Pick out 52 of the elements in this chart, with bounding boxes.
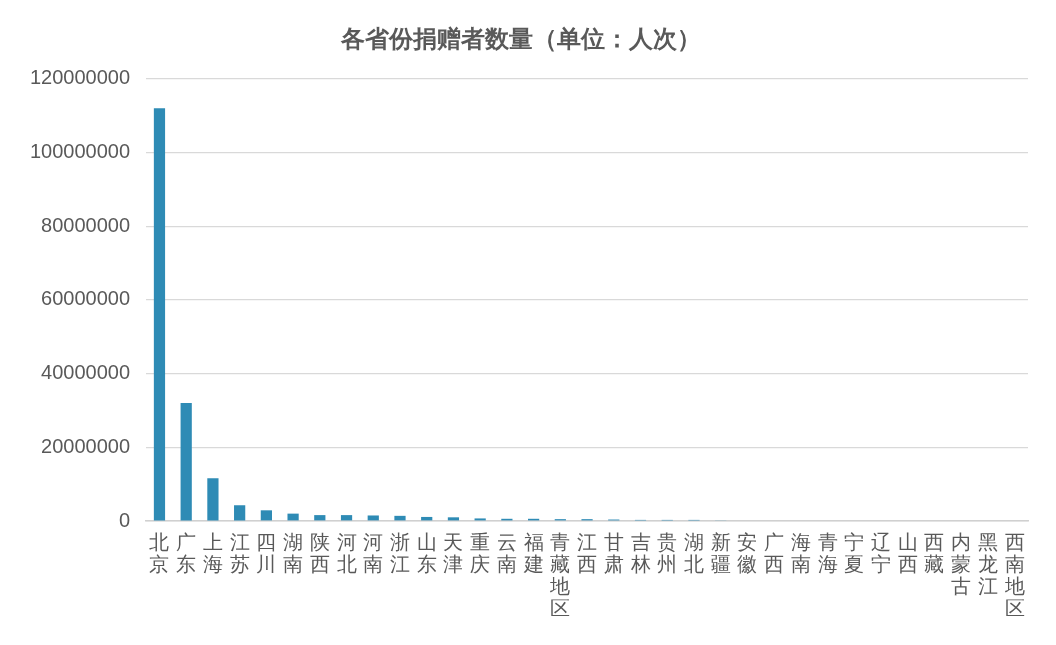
- y-tick-label: 20000000: [41, 434, 131, 457]
- x-tick-label: 辽宁: [871, 530, 892, 577]
- x-tick-label: 新疆: [710, 530, 731, 577]
- bar: [153, 108, 166, 521]
- bar: [234, 505, 246, 521]
- y-tick-label: 40000000: [41, 361, 131, 384]
- x-tick-label: 甘肃: [603, 530, 624, 577]
- y-tick-label: 60000000: [41, 287, 131, 310]
- y-tick-label: 120000000: [30, 66, 131, 89]
- x-tick-label: 陕西: [309, 530, 330, 577]
- x-tick-label: 江西: [577, 530, 598, 577]
- x-tick-label: 吉林: [629, 530, 651, 577]
- x-tick-label: 山东: [416, 530, 437, 577]
- x-tick-label: 海南: [790, 530, 811, 577]
- x-tick-label: 上海: [202, 530, 223, 577]
- x-tick-label: 安徽: [737, 530, 758, 577]
- bar: [207, 478, 219, 521]
- x-tick-label: 黑龙江: [977, 530, 998, 599]
- x-tick-label: 山西: [897, 530, 918, 577]
- x-tick-label: 广东: [176, 530, 197, 577]
- bar: [287, 513, 299, 521]
- x-tick-label: 江苏: [229, 530, 250, 577]
- x-tick-label: 广西: [764, 530, 785, 577]
- bar: [314, 515, 326, 521]
- x-tick-label: 湖南: [283, 530, 304, 577]
- x-tick-label: 河南: [363, 530, 384, 577]
- x-tick-label: 西南地区: [1003, 530, 1025, 621]
- x-tick-label: 天津: [443, 530, 464, 577]
- x-tick-label: 青海: [817, 530, 838, 577]
- x-tick-label: 浙江: [389, 530, 410, 577]
- y-tick-label: 0: [118, 508, 131, 531]
- x-tick-label: 河北: [336, 530, 357, 577]
- x-tick-label: 内蒙古: [951, 530, 972, 599]
- x-tick-label: 重庆: [470, 530, 491, 577]
- x-tick-label: 福建: [522, 530, 544, 577]
- bar: [180, 403, 192, 521]
- bar: [447, 517, 460, 521]
- bar: [367, 515, 379, 521]
- bar: [260, 510, 272, 521]
- x-tick-label: 北京: [149, 530, 170, 577]
- y-tick-label: 80000000: [41, 213, 131, 236]
- bar: [394, 515, 406, 521]
- x-tick-label: 贵州: [657, 530, 678, 577]
- x-tick-label: 西藏: [924, 530, 945, 577]
- y-tick-label: 100000000: [30, 140, 131, 163]
- x-tick-label: 四川: [256, 530, 277, 577]
- bar: [340, 515, 353, 521]
- x-tick-label: 宁夏: [844, 530, 865, 577]
- x-tick-label: 青藏地区: [549, 530, 571, 621]
- chart-title: 各省份捐赠者数量（单位：人次）: [340, 24, 701, 53]
- x-tick-label: 湖北: [683, 530, 704, 577]
- x-tick-label: 云南: [496, 530, 517, 577]
